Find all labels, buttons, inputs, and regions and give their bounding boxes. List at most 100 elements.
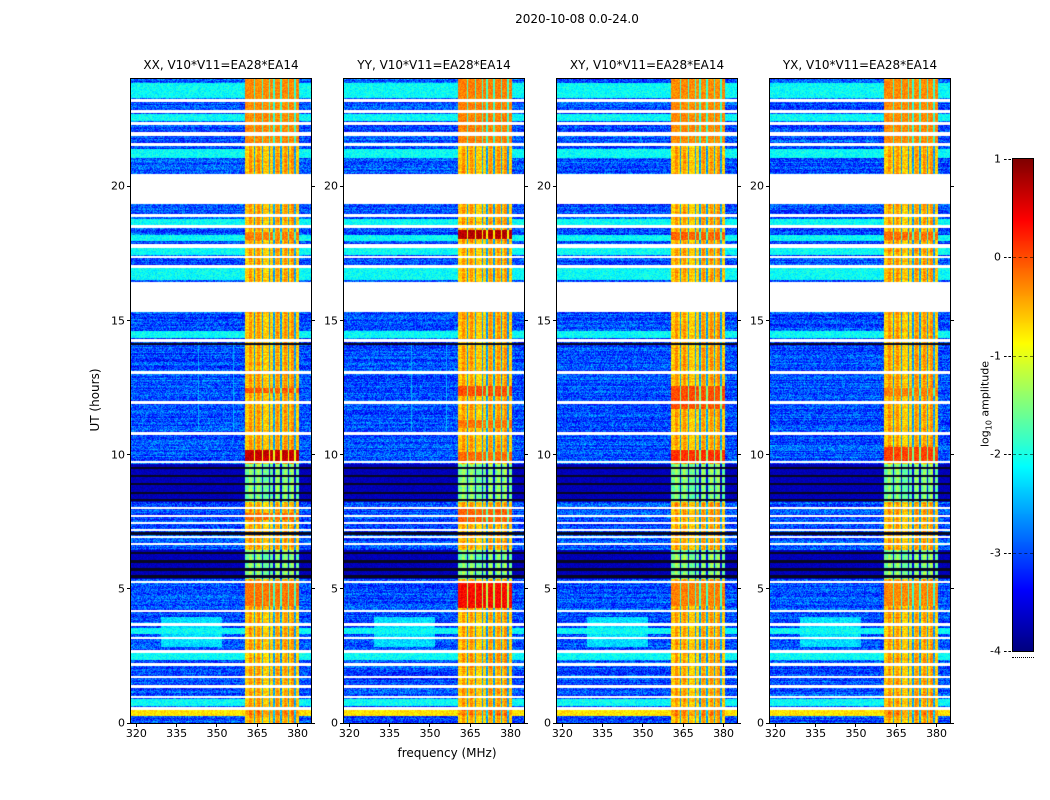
panel-title-xx: XX, V10*V11=EA28*EA14 [143, 58, 299, 72]
x-tick-mark [642, 724, 644, 727]
y-tick-label: 20 [111, 179, 125, 193]
y-tick-label: 20 [537, 179, 551, 193]
y-tick-mark [553, 454, 556, 456]
y-tick-mark [738, 722, 741, 724]
y-tick-mark [553, 722, 556, 724]
x-tick-label: 365 [246, 727, 268, 740]
colorbar-tick-line [1013, 355, 1033, 357]
y-tick-label: 0 [757, 716, 764, 730]
y-tick-mark [738, 588, 741, 590]
spectrogram-panel-xy [556, 78, 738, 724]
spectrogram-canvas-yy [344, 79, 524, 723]
x-tick-mark [256, 724, 258, 727]
spectrogram-panel-yx [769, 78, 951, 724]
y-tick-mark [340, 454, 343, 456]
x-tick-mark [510, 724, 512, 727]
colorbar-tick-label: -4 [990, 644, 1001, 658]
y-tick-label: 10 [111, 448, 125, 462]
y-tick-mark [312, 320, 315, 321]
y-tick-label: 10 [750, 448, 764, 462]
x-tick-label: 350 [845, 727, 867, 740]
x-tick-mark [176, 724, 178, 727]
y-tick-label: 10 [324, 448, 338, 462]
y-tick-mark [766, 185, 769, 187]
x-tick-mark [774, 724, 776, 727]
colorbar-tick-label: 0 [994, 250, 1001, 264]
y-tick-label: 10 [537, 448, 551, 462]
y-tick-mark [525, 722, 528, 724]
x-tick-label: 320 [338, 727, 360, 740]
spectrogram-panel-yy [343, 78, 525, 724]
y-tick-mark [127, 320, 130, 321]
y-tick-mark [340, 588, 343, 590]
x-tick-label: 335 [805, 727, 827, 740]
y-tick-label: 15 [324, 314, 338, 327]
colorbar-tick-dash [1004, 454, 1011, 456]
y-tick-mark [951, 185, 954, 187]
x-tick-mark [135, 724, 137, 727]
colorbar-extend-dotted [1012, 657, 1034, 658]
x-tick-mark [348, 724, 350, 727]
x-tick-mark [297, 724, 299, 727]
y-tick-mark [525, 185, 528, 187]
y-tick-mark [525, 588, 528, 590]
y-tick-label: 15 [750, 314, 764, 327]
y-tick-mark [127, 185, 130, 187]
y-tick-label: 5 [544, 582, 551, 596]
x-tick-label: 365 [459, 727, 481, 740]
x-tick-label: 380 [713, 727, 735, 740]
y-tick-mark [766, 588, 769, 590]
y-tick-mark [312, 454, 315, 456]
figure-title: 2020-10-08 0.0-24.0 [515, 12, 639, 26]
y-tick-mark [766, 722, 769, 724]
x-tick-label: 380 [926, 727, 948, 740]
x-tick-label: 380 [287, 727, 309, 740]
y-tick-mark [127, 454, 130, 456]
y-tick-mark [553, 185, 556, 187]
colorbar-tick-label: -1 [990, 349, 1001, 363]
y-tick-mark [766, 320, 769, 321]
colorbar-label: log10 amplitude [978, 360, 994, 448]
y-tick-mark [738, 185, 741, 187]
x-tick-label: 365 [885, 727, 907, 740]
x-tick-mark [723, 724, 725, 727]
y-tick-mark [312, 185, 315, 187]
y-tick-mark [951, 588, 954, 590]
colorbar [1012, 158, 1034, 652]
x-tick-mark [936, 724, 938, 727]
colorbar-tick-label: -2 [990, 447, 1001, 461]
y-tick-mark [340, 722, 343, 724]
panel-title-yx: YX, V10*V11=EA28*EA14 [782, 58, 938, 72]
y-tick-label: 20 [750, 179, 764, 193]
y-tick-mark [340, 320, 343, 321]
y-tick-label: 5 [118, 582, 125, 596]
spectrogram-canvas-xx [131, 79, 311, 723]
y-tick-mark [127, 722, 130, 724]
x-tick-mark [815, 724, 817, 727]
colorbar-tick-line [1013, 454, 1033, 456]
panel-title-yy: YY, V10*V11=EA28*EA14 [357, 58, 511, 72]
colorbar-tick-line [1013, 257, 1033, 259]
y-tick-mark [951, 320, 954, 321]
x-tick-label: 350 [419, 727, 441, 740]
y-axis-label: UT (hours) [88, 368, 102, 432]
x-tick-label: 335 [379, 727, 401, 740]
y-tick-mark [340, 185, 343, 187]
x-axis-label: frequency (MHz) [397, 746, 497, 760]
x-tick-label: 350 [632, 727, 654, 740]
y-tick-label: 15 [537, 314, 551, 327]
x-tick-label: 380 [500, 727, 522, 740]
y-tick-label: 0 [544, 716, 551, 730]
spectrogram-panel-xx [130, 78, 312, 724]
y-tick-label: 0 [331, 716, 338, 730]
y-tick-label: 15 [111, 314, 125, 327]
spectrogram-canvas-xy [557, 79, 737, 723]
colorbar-tick-dash [1004, 355, 1011, 357]
y-tick-label: 5 [757, 582, 764, 596]
y-tick-mark [766, 454, 769, 456]
x-tick-label: 350 [206, 727, 228, 740]
y-tick-mark [738, 320, 741, 321]
x-tick-mark [682, 724, 684, 727]
colorbar-tick-dash [1004, 159, 1011, 160]
